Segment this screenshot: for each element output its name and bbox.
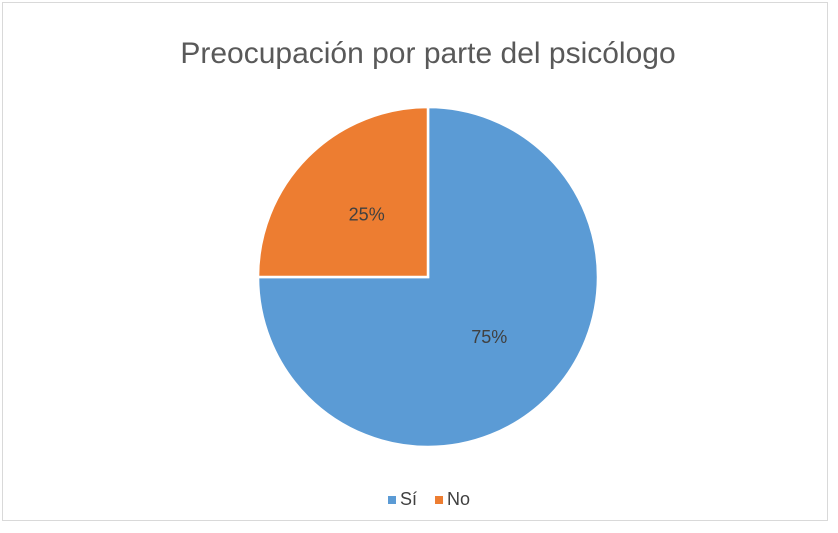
legend-swatch xyxy=(435,496,444,504)
pie-slice xyxy=(256,105,600,449)
data-label: 25% xyxy=(349,204,385,224)
legend-label: Sí xyxy=(400,489,417,509)
legend-swatch xyxy=(388,496,396,504)
data-label: 75% xyxy=(471,327,507,347)
legend-label: No xyxy=(447,489,470,509)
chart-title: Preocupación por parte del psicólogo xyxy=(180,37,675,70)
pie-slice xyxy=(256,105,430,279)
